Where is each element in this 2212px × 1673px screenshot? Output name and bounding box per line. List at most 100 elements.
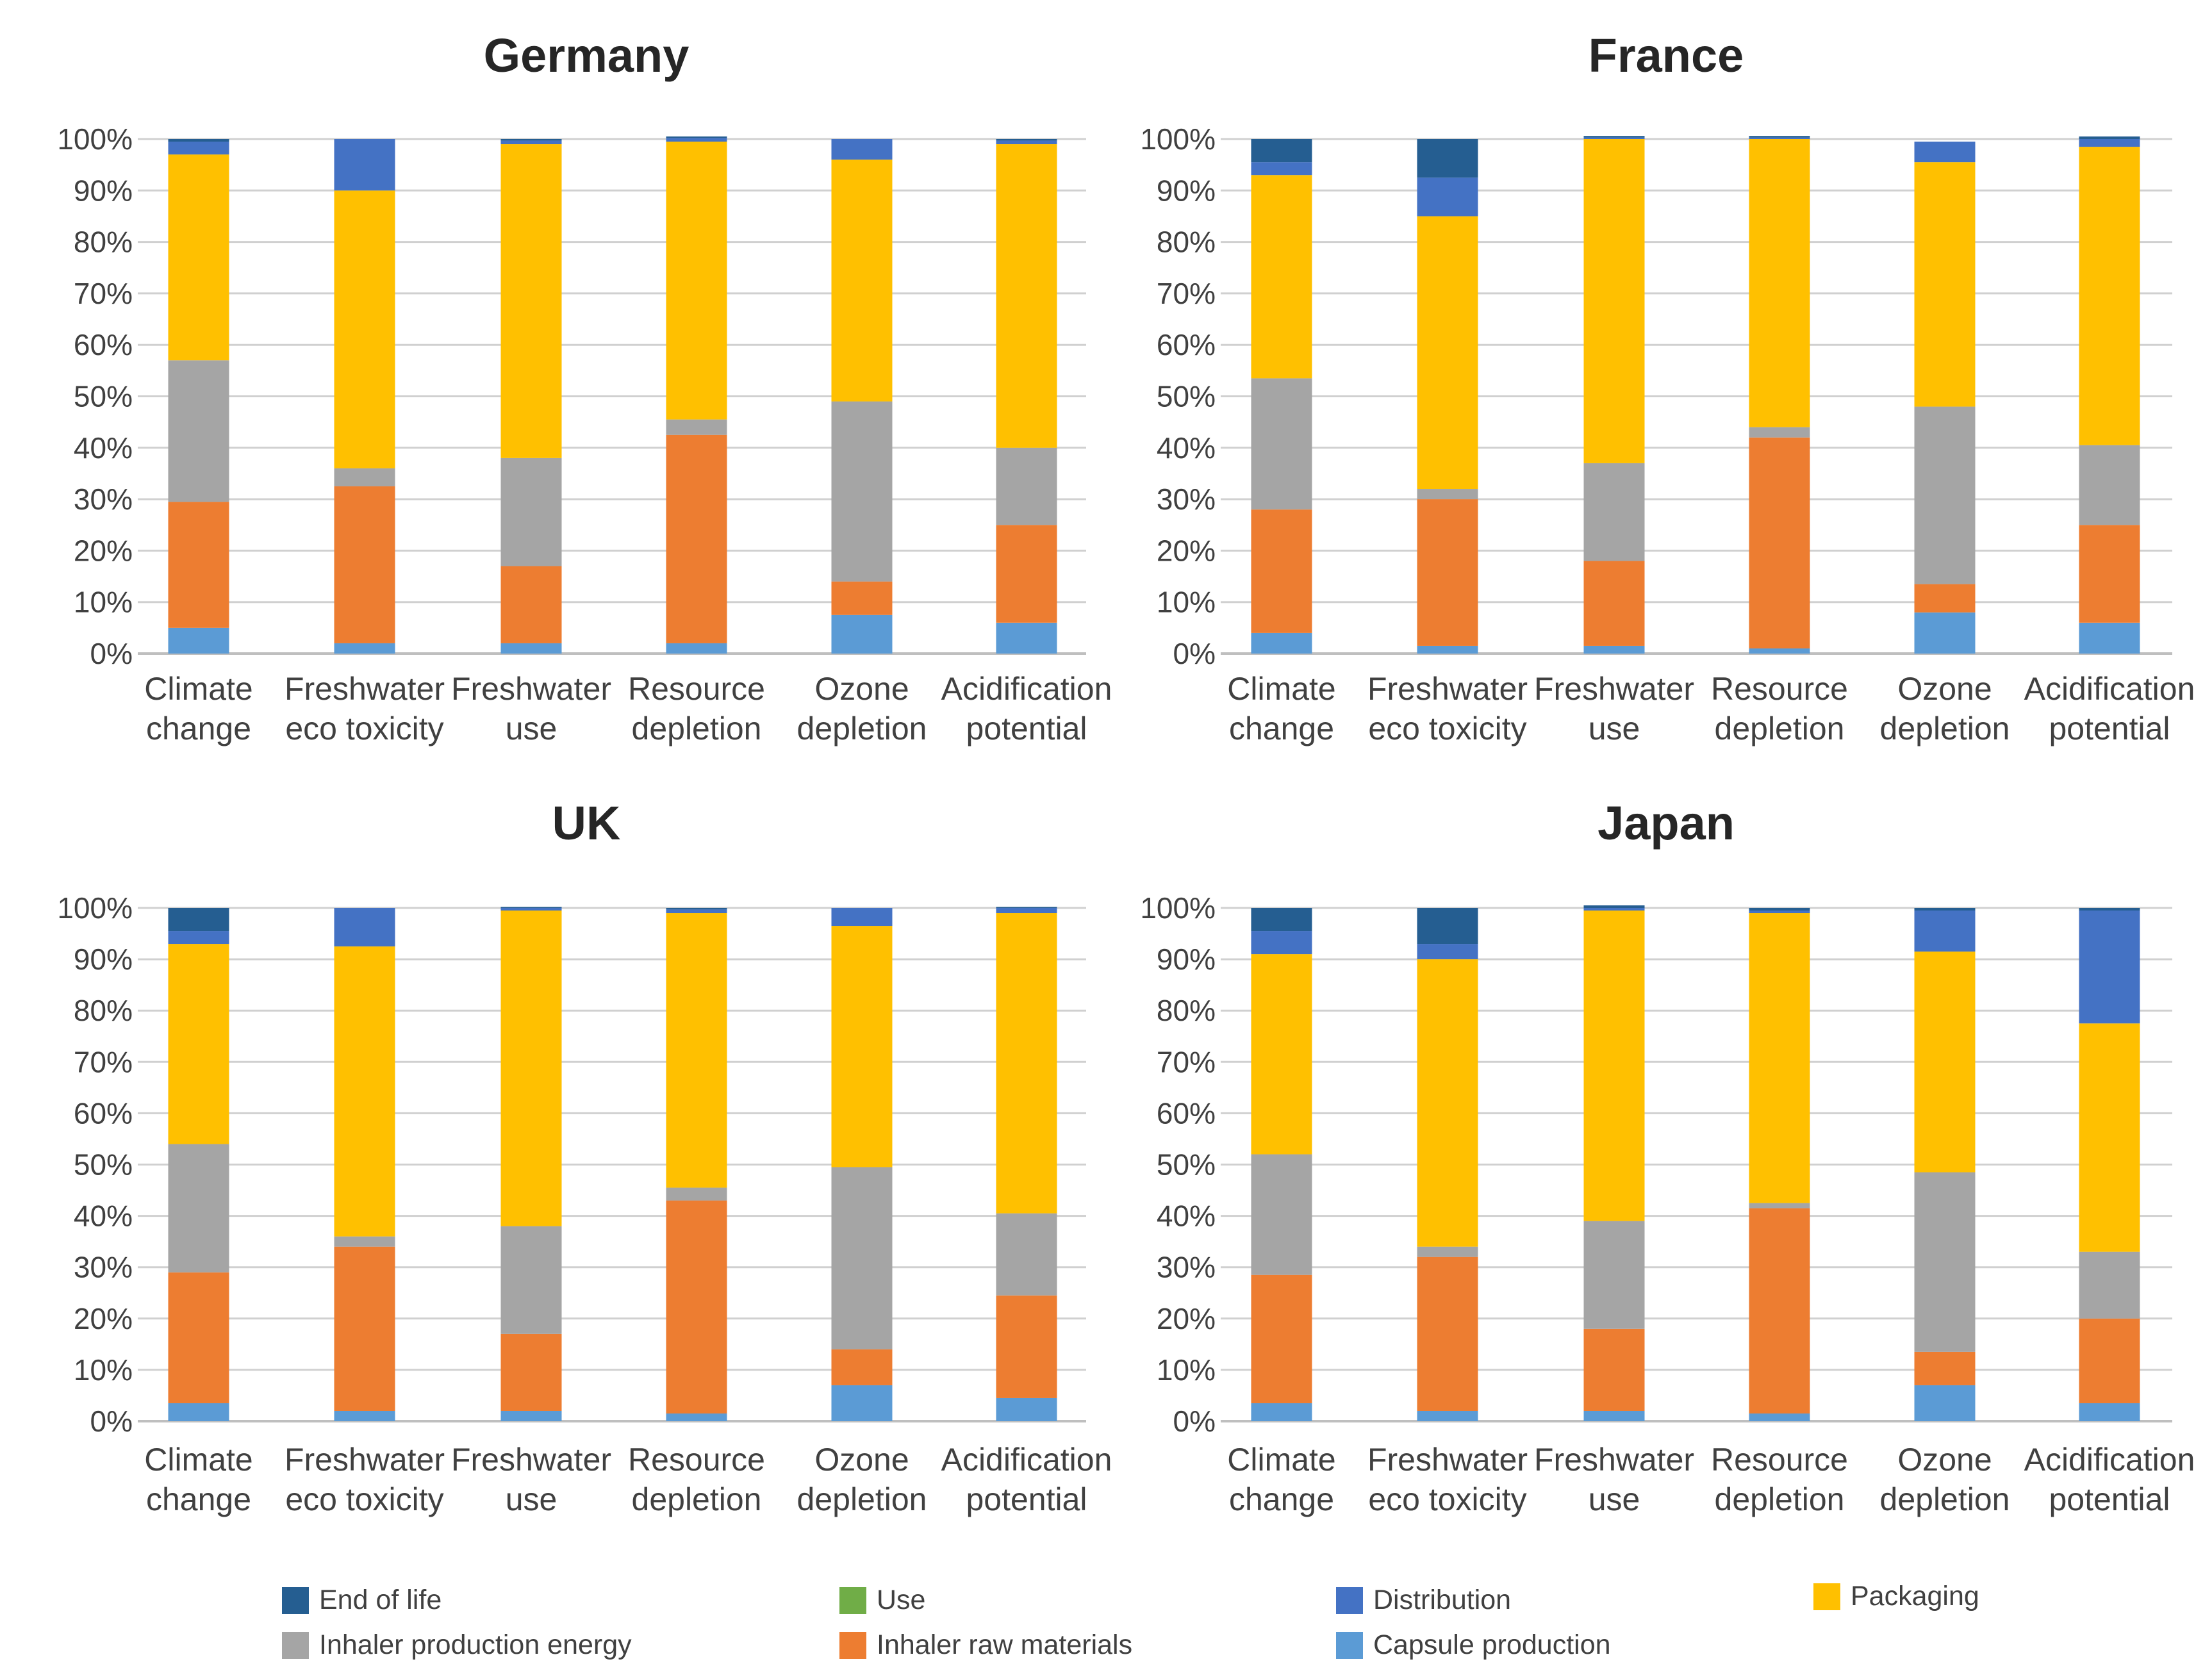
bar-acidification-potential-inhaler-production-energy [2079, 1251, 2140, 1319]
bar-ozone-depletion-distribution [831, 139, 893, 160]
y-tick-label: 90% [74, 943, 133, 976]
chart-japan: Japan 0% 10% 20% 30% 40% 50% 60% 70% 80% 90% 100% Cl… [1140, 796, 2195, 1517]
bar-resource-depletion-end-of-life [666, 136, 727, 138]
chart-france: France 0% 10% 20% 30% 40% 50% 60% 70% 80% 90% 100% C… [1140, 29, 2195, 746]
bar-freshwater-eco-toxicity-capsule-production [334, 643, 395, 654]
y-tick-label: 60% [1157, 1096, 1216, 1130]
y-tick-label: 70% [74, 1045, 133, 1078]
bar-ozone-depletion-packaging [1914, 952, 1976, 1173]
y-tick-label: 40% [74, 1199, 133, 1233]
x-category-label: Acidification potential [941, 1442, 1112, 1517]
bar-climate-change-distribution [168, 931, 229, 944]
chart-title: France [1589, 29, 1744, 82]
bar-climate-change-end-of-life [1251, 139, 1312, 163]
bar-freshwater-eco-toxicity-packaging [1417, 216, 1478, 490]
bar-climate-change-end-of-life [168, 139, 229, 142]
bar-acidification-potential-inhaler-raw-materials [2079, 1318, 2140, 1403]
bar-freshwater-use-inhaler-production-energy [1583, 1221, 1645, 1329]
bar-freshwater-eco-toxicity-distribution [334, 908, 395, 947]
bar-freshwater-use-inhaler-raw-materials [500, 1333, 562, 1411]
x-category-label: Freshwater use [451, 1442, 611, 1517]
bar-climate-change-inhaler-raw-materials [1251, 509, 1312, 633]
bar-resource-depletion-packaging [1749, 139, 1810, 427]
bar-climate-change-capsule-production [168, 1403, 229, 1421]
x-category-label: Ozone depletion [1880, 1442, 2010, 1517]
y-tick-label: 50% [74, 380, 133, 413]
bar-ozone-depletion-capsule-production [1914, 1385, 1976, 1421]
x-category-label: Freshwater eco toxicity [285, 671, 445, 746]
bar-ozone-depletion-end-of-life [1914, 908, 1976, 911]
bar-acidification-potential-distribution [996, 140, 1057, 145]
y-tick-label: 100% [57, 891, 133, 925]
bar-freshwater-use-end-of-life [500, 907, 562, 908]
bar-acidification-potential-packaging [996, 913, 1057, 1214]
bar-ozone-depletion-capsule-production [831, 1385, 893, 1421]
bar-freshwater-use-inhaler-production-energy [500, 1226, 562, 1334]
y-tick-label: 100% [57, 122, 133, 156]
bar-freshwater-use-packaging [1583, 911, 1645, 1221]
bar-acidification-potential-capsule-production [2079, 622, 2140, 654]
bar-ozone-depletion-distribution [1914, 142, 1976, 163]
y-tick-label: 60% [74, 1096, 133, 1130]
bar-resource-depletion-inhaler-production-energy [1749, 1203, 1810, 1208]
bar-acidification-potential-inhaler-raw-materials [2079, 525, 2140, 623]
x-category-label: Acidification potential [2024, 671, 2195, 746]
bar-resource-depletion-end-of-life [1749, 136, 1810, 138]
y-tick-label: 100% [1140, 122, 1216, 156]
y-tick-label: 70% [74, 277, 133, 310]
bar-acidification-potential-end-of-life [2079, 136, 2140, 139]
bar-climate-change-packaging [168, 154, 229, 361]
x-category-label: Climate change [1227, 1442, 1335, 1517]
bar-resource-depletion-distribution [666, 138, 727, 142]
bar-acidification-potential-end-of-life [996, 139, 1057, 141]
bar-freshwater-eco-toxicity-distribution [1417, 944, 1478, 960]
y-tick-label: 0% [90, 637, 133, 670]
bar-acidification-potential-distribution [2079, 139, 2140, 147]
bar-acidification-potential-inhaler-raw-materials [996, 525, 1057, 623]
bar-climate-change-distribution [1251, 931, 1312, 955]
bar-resource-depletion-end-of-life [1749, 908, 1810, 911]
y-tick-label: 10% [1157, 1353, 1216, 1387]
y-tick-label: 50% [1157, 380, 1216, 413]
bar-climate-change-inhaler-raw-materials [168, 1272, 229, 1403]
bar-climate-change-inhaler-production-energy [1251, 1154, 1312, 1275]
bar-climate-change-distribution [1251, 162, 1312, 176]
bar-ozone-depletion-capsule-production [831, 614, 893, 654]
y-tick-label: 90% [74, 174, 133, 207]
bar-ozone-depletion-inhaler-production-energy [831, 1167, 893, 1349]
bar-freshwater-eco-toxicity-inhaler-raw-materials [334, 1246, 395, 1411]
bar-acidification-potential-capsule-production [996, 1397, 1057, 1421]
bar-freshwater-use-distribution [1583, 908, 1645, 911]
bar-freshwater-use-distribution [500, 908, 562, 911]
y-tick-label: 50% [74, 1148, 133, 1182]
bar-freshwater-eco-toxicity-capsule-production [1417, 1410, 1478, 1421]
bar-climate-change-inhaler-raw-materials [168, 502, 229, 628]
bar-ozone-depletion-packaging [1914, 162, 1976, 407]
y-tick-label: 70% [1157, 1045, 1216, 1078]
bar-freshwater-use-end-of-life [1583, 905, 1645, 908]
bar-acidification-potential-packaging [2079, 147, 2140, 445]
x-category-label: Ozone depletion [797, 1442, 927, 1517]
bar-resource-depletion-capsule-production [666, 1413, 727, 1421]
bar-acidification-potential-end-of-life [2079, 908, 2140, 911]
y-tick-label: 20% [1157, 534, 1216, 567]
bar-climate-change-packaging [1251, 175, 1312, 379]
bar-resource-depletion-inhaler-raw-materials [1749, 437, 1810, 648]
bar-freshwater-use-inhaler-production-energy [1583, 463, 1645, 561]
bar-ozone-depletion-inhaler-production-energy [1914, 406, 1976, 584]
y-tick-label: 30% [1157, 1251, 1216, 1284]
bar-acidification-potential-capsule-production [996, 622, 1057, 654]
y-tick-label: 80% [74, 226, 133, 259]
bar-freshwater-use-distribution [1583, 137, 1645, 139]
bar-acidification-potential-packaging [2079, 1023, 2140, 1252]
x-category-label: Freshwater eco toxicity [1367, 1442, 1528, 1517]
bar-freshwater-use-capsule-production [500, 1410, 562, 1421]
bar-freshwater-use-packaging [500, 144, 562, 458]
bar-freshwater-use-inhaler-production-energy [500, 457, 562, 566]
bar-ozone-depletion-inhaler-production-energy [831, 401, 893, 582]
y-tick-label: 40% [1157, 431, 1216, 465]
bar-freshwater-use-distribution [500, 140, 562, 145]
bar-resource-depletion-distribution [666, 909, 727, 914]
bar-resource-depletion-packaging [1749, 913, 1810, 1203]
bar-ozone-depletion-inhaler-raw-materials [831, 1349, 893, 1385]
